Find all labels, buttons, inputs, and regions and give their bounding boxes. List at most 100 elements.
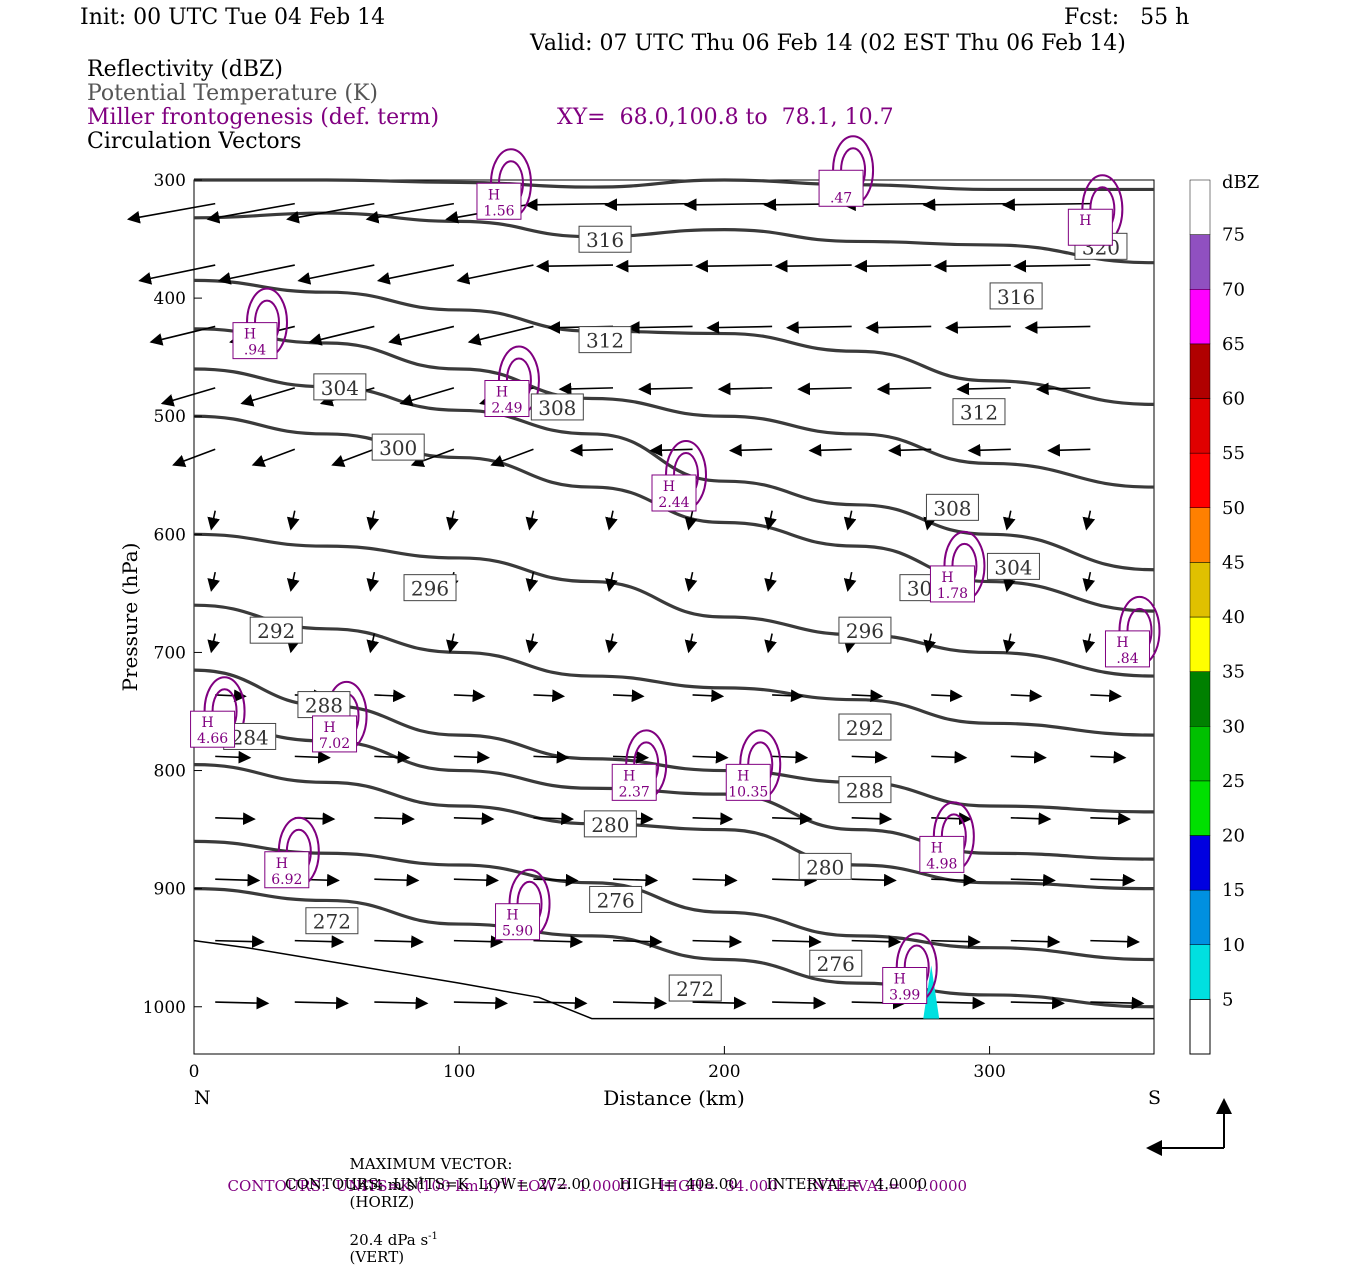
circulation-vector: [764, 633, 777, 654]
circulation-vector: [297, 264, 375, 285]
valid-time: Valid: 07 UTC Thu 06 Feb 14 (02 EST Thu …: [530, 31, 1126, 56]
colorbar-cell: [1189, 562, 1211, 618]
theta-label: 284: [231, 725, 269, 749]
theta-label: 292: [846, 716, 884, 740]
circulation-vector: [286, 510, 300, 531]
frontogenesis-max-value: 2.44: [658, 495, 689, 511]
frontogenesis-max-marker: H: [323, 720, 335, 736]
theta-contours: [193, 178, 1155, 1009]
theta-label: 296: [411, 577, 449, 601]
circulation-vector: [366, 510, 380, 531]
circulation-vector: [692, 689, 725, 703]
circulation-vector: [453, 812, 495, 826]
theta-label-box: [809, 949, 863, 977]
footer-theta-contours: CONTOURS: UNITS=K LOW= 272.00 HIGH= 408.…: [285, 1175, 928, 1193]
circulation-vector: [240, 387, 295, 407]
circulation-vector: [1035, 382, 1091, 396]
circulation-vector: [692, 812, 734, 826]
colorbar-cell: [1189, 616, 1211, 672]
circulation-vector: [851, 873, 897, 887]
max-horiz-value: 14.4 m s: [349, 1176, 415, 1194]
circulation-vector: [1002, 510, 1016, 531]
circulation-vector: [728, 443, 773, 457]
frontogenesis-max-marker: H: [894, 971, 906, 987]
frontogenesis-max-box: [1104, 630, 1150, 668]
frontogenesis-max-marker: H: [931, 840, 943, 856]
circulation-vector: [558, 382, 614, 396]
circulation-vector: [1082, 510, 1096, 531]
circulation-vector: [399, 387, 455, 407]
frontogenesis-max-marker: H: [201, 715, 213, 731]
frontogenesis-max-marker: H: [276, 856, 288, 872]
circulation-vector: [945, 321, 1011, 334]
theta-label-box: [668, 974, 722, 1002]
max-vector-label: MAXIMUM VECTOR:: [349, 1155, 513, 1173]
circulation-vector: [1090, 996, 1145, 1010]
circulation-vector: [1002, 198, 1091, 212]
circulation-vector: [207, 633, 220, 654]
colorbar-bottom-cell: [1189, 998, 1211, 1055]
circulation-vector: [922, 198, 1011, 212]
theta-label-box: [403, 574, 457, 602]
circulation-vector: [294, 750, 331, 764]
circulation-vector: [251, 448, 296, 467]
colorbar-cell: [1189, 452, 1211, 508]
circulation-vector: [366, 633, 380, 654]
footer-frontogenesis-contours: CONTOURS: UNITS=K (100 km h)-1 LOW= 1.00…: [227, 1177, 968, 1195]
theta-label: 312: [586, 329, 624, 353]
circulation-vector: [206, 202, 295, 224]
circulation-vector: [217, 264, 295, 285]
circulation-vector: [453, 996, 509, 1010]
circulation-vector: [772, 935, 822, 949]
colorbar-tick-label: 15: [1222, 880, 1245, 901]
circulation-vector: [138, 264, 216, 285]
y-tick-label: 500: [154, 407, 186, 427]
circulation-vector: [612, 873, 659, 887]
field-reflectivity: Reflectivity (dBZ): [87, 57, 283, 82]
circulation-vector: [525, 633, 539, 654]
circulation-vector: [446, 633, 459, 654]
colorbar-cell: [1189, 671, 1211, 727]
theta-label: 288: [305, 694, 343, 718]
frontogenesis-max-value: 6.92: [271, 872, 302, 888]
circulation-vector: [1024, 321, 1091, 334]
circulation-vector: [286, 202, 375, 224]
circulation-vector: [525, 571, 539, 592]
vert-tag: (VERT): [349, 1248, 405, 1266]
circulation-vector: [692, 750, 729, 764]
circulation-vector: [931, 750, 968, 764]
x-tick-label: 300: [973, 1062, 1005, 1082]
colorbar-title: dBZ: [1222, 172, 1259, 193]
theta-contour-296: [193, 532, 1155, 678]
frontogenesis-max-value: 2.37: [619, 784, 650, 800]
circulation-vector: [376, 264, 455, 285]
theta-label-box: [583, 810, 637, 838]
colorbar-cell: [1189, 889, 1211, 945]
circulation-vector: [1013, 259, 1091, 273]
frontogenesis-max-marker: H: [488, 187, 500, 203]
theta-contour-280: [193, 763, 1155, 891]
circulation-vector: [533, 750, 570, 764]
colorbar-cell: [1189, 507, 1211, 563]
circulation-vector: [365, 202, 455, 224]
circulation-vector: [1010, 812, 1052, 826]
x-tick-label: 0: [189, 1062, 200, 1082]
circulation-vector: [533, 812, 575, 826]
circulation-vector: [843, 571, 857, 592]
theta-label-box: [838, 616, 892, 644]
y-tick-label: 300: [154, 171, 186, 191]
y-tick-label: 1000: [143, 998, 186, 1018]
y-tick-label: 700: [154, 643, 186, 663]
frontogenesis-max-marker: H: [623, 768, 635, 784]
init-time: Init: 00 UTC Tue 04 Feb 14: [80, 5, 386, 30]
frontogenesis-max-box: [929, 565, 975, 603]
circulation-vector: [410, 448, 455, 467]
circulation-vector: [764, 510, 777, 531]
circulation-vector: [308, 325, 375, 346]
frontogenesis-max-box: [818, 169, 864, 207]
field-circulation-vectors: Circulation Vectors: [87, 129, 302, 154]
frontogenesis-max-value: 4.98: [926, 856, 957, 872]
theta-label: 296: [846, 619, 884, 643]
circulation-vector: [1090, 935, 1140, 949]
circulation-vector: [453, 935, 504, 949]
